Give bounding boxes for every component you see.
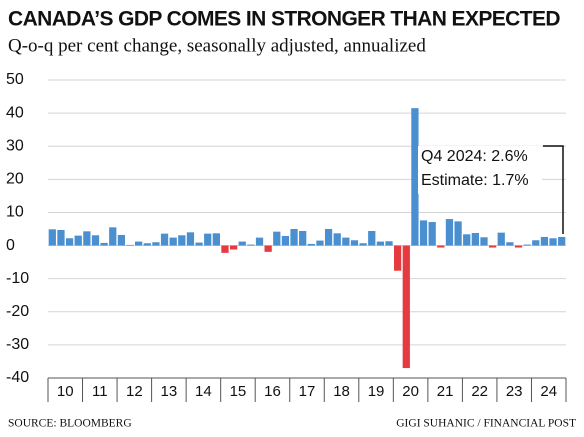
bar: [454, 221, 462, 246]
bar: [480, 237, 488, 246]
y-tick-label: 10: [6, 204, 24, 221]
y-tick-label: 50: [6, 71, 24, 88]
bar: [428, 222, 436, 246]
bar: [143, 243, 151, 246]
bar: [264, 245, 272, 252]
y-tick-label: 0: [6, 237, 15, 254]
chart-subtitle: Q-o-q per cent change, seasonally adjust…: [8, 35, 426, 56]
bar: [333, 233, 341, 246]
x-tick-label: 14: [195, 383, 212, 400]
bar: [109, 227, 117, 246]
bar: [299, 230, 307, 246]
x-tick-label: 18: [333, 383, 350, 400]
x-tick-label: 11: [92, 383, 108, 400]
bar: [324, 229, 333, 246]
bar: [394, 245, 402, 271]
bar: [497, 232, 505, 246]
bar: [126, 244, 134, 246]
bar: [83, 231, 91, 246]
bar: [74, 235, 82, 246]
bar: [514, 245, 523, 248]
bar: [281, 235, 290, 246]
bar: [247, 244, 255, 246]
bar: [376, 241, 385, 246]
bar: [437, 245, 445, 248]
bar: [549, 238, 557, 246]
bar: [411, 108, 419, 246]
bar: [350, 240, 359, 246]
x-tick-label: 15: [230, 383, 247, 400]
annotation-bg: [418, 146, 542, 194]
bar: [65, 238, 74, 246]
x-tick-label: 20: [402, 383, 419, 400]
x-tick-label: 19: [368, 383, 385, 400]
bar: [488, 245, 497, 248]
bar: [445, 219, 454, 246]
chart-title: CANADA’S GDP COMES IN STRONGER THAN EXPE…: [8, 8, 560, 31]
x-tick-label: 10: [57, 383, 74, 400]
y-tick-label: -10: [6, 270, 29, 287]
y-tick-label: 30: [6, 137, 24, 154]
bar: [178, 235, 186, 246]
bar: [540, 236, 549, 246]
bar: [57, 229, 65, 246]
bar: [402, 245, 410, 369]
bar: [152, 242, 160, 246]
x-tick-label: 23: [506, 383, 523, 400]
bar: [212, 233, 220, 246]
annotation: Q4 2024: 2.6%: [421, 148, 528, 165]
y-tick-label: -40: [6, 369, 29, 386]
bar: [368, 230, 376, 246]
bar: [238, 241, 246, 246]
bar: [195, 242, 203, 246]
bar: [135, 241, 143, 246]
x-tick-label: 17: [299, 383, 316, 400]
x-tick-label: 13: [161, 383, 178, 400]
bar: [117, 234, 126, 246]
bar: [316, 240, 324, 246]
bar: [229, 245, 238, 250]
bar: [290, 229, 298, 246]
x-tick-label: 24: [540, 383, 557, 400]
bar: [523, 244, 531, 246]
bar: [255, 237, 264, 246]
x-tick-label: 12: [126, 383, 143, 400]
bar: [48, 229, 56, 246]
y-tick-label: 20: [6, 171, 24, 188]
bar: [307, 243, 315, 246]
bar: [169, 237, 177, 246]
x-tick-label: 22: [471, 383, 488, 400]
source: SOURCE: BLOOMBERG: [8, 418, 132, 430]
y-tick-label: 40: [6, 104, 24, 121]
bar: [160, 233, 169, 246]
x-tick-label: 16: [264, 383, 281, 400]
credit: GIGI SUHANIC / FINANCIAL POST: [396, 418, 576, 430]
y-tick-label: -20: [6, 303, 29, 320]
bar: [419, 220, 428, 246]
bar: [385, 241, 393, 246]
bar: [359, 243, 367, 246]
bar: [91, 235, 100, 246]
bar: [506, 242, 514, 246]
bar: [532, 240, 540, 246]
annotation: Estimate: 1.7%: [421, 172, 529, 189]
bar: [100, 242, 108, 246]
bar: [186, 232, 195, 246]
y-tick-label: -30: [6, 336, 29, 353]
bar: [273, 231, 281, 246]
bar: [558, 236, 566, 246]
bar: [463, 234, 471, 246]
bar: [342, 237, 350, 246]
annotation-bracket: [543, 145, 564, 234]
bar: [204, 233, 212, 246]
x-tick-label: 21: [437, 383, 454, 400]
bar: [221, 245, 229, 253]
bar: [471, 232, 479, 246]
